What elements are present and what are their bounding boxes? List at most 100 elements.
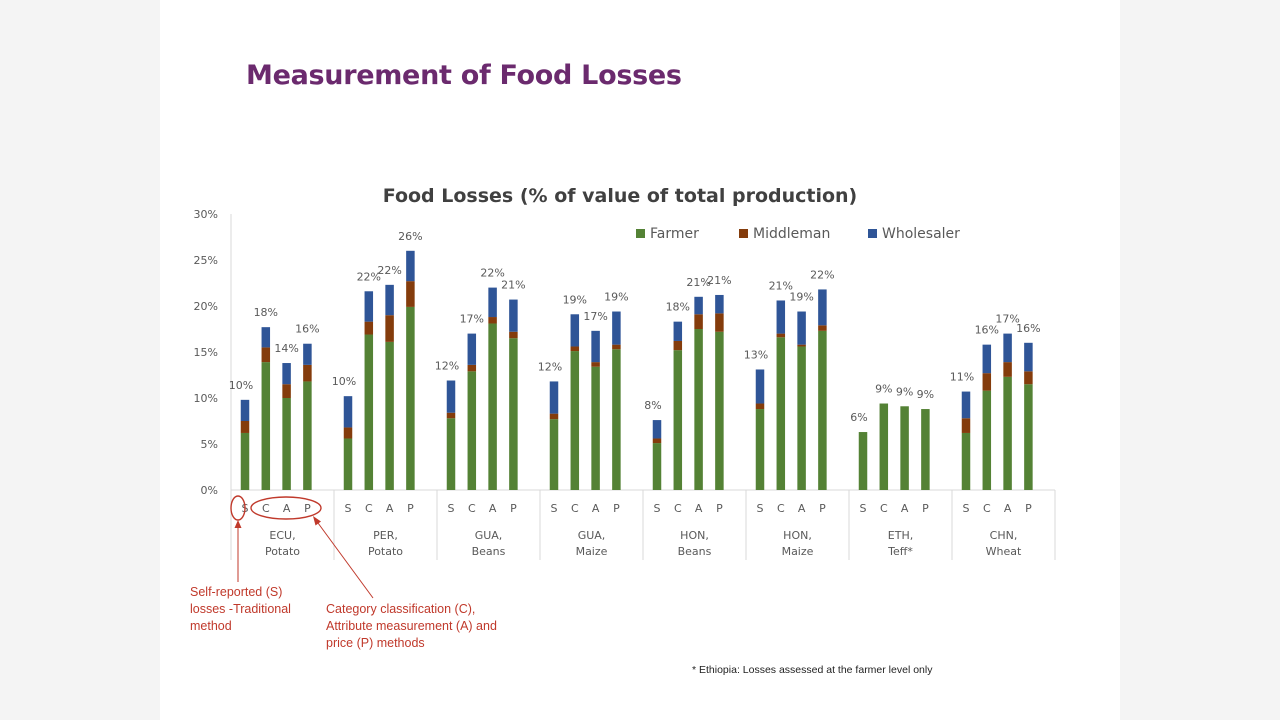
bar-segment-wholesaler xyxy=(406,250,415,282)
group-label: HON, xyxy=(680,529,709,542)
bar-segment-middleman xyxy=(303,364,312,382)
total-label: 17% xyxy=(460,313,484,326)
bar-segment-farmer xyxy=(549,419,559,490)
self-reported-arrowhead xyxy=(234,520,242,528)
bar-segment-wholesaler xyxy=(755,369,765,404)
bar-segment-middleman xyxy=(488,317,497,324)
bar-segment-wholesaler xyxy=(467,333,477,365)
bar-segment-farmer xyxy=(591,366,600,490)
method-label: P xyxy=(304,502,311,515)
bar-segment-farmer xyxy=(694,329,703,490)
chart-title: Food Losses (% of value of total product… xyxy=(383,185,858,207)
bar-segment-middleman xyxy=(797,344,806,347)
bar-segment-farmer xyxy=(509,338,518,490)
method-label: A xyxy=(386,502,394,515)
group-label: Potato xyxy=(265,545,300,558)
bar-segment-farmer xyxy=(406,306,415,490)
bar-segment-wholesaler xyxy=(673,321,683,341)
total-label: 18% xyxy=(254,306,278,319)
bar-segment-middleman xyxy=(364,321,374,335)
method-label: S xyxy=(551,502,558,515)
legend-label-middleman: Middleman xyxy=(753,226,830,242)
bar-segment-middleman xyxy=(673,340,683,351)
method-label: C xyxy=(674,502,682,515)
total-label: 9% xyxy=(875,383,892,396)
legend-label-farmer: Farmer xyxy=(650,226,699,242)
total-label: 16% xyxy=(295,323,319,336)
bar-segment-farmer xyxy=(364,334,374,490)
bar-segment-farmer xyxy=(467,371,477,490)
method-label: S xyxy=(654,502,661,515)
bar-segment-farmer xyxy=(1024,384,1033,490)
bar-segment-middleman xyxy=(467,364,477,372)
bar-segment-wholesaler xyxy=(694,296,703,315)
method-label: P xyxy=(819,502,826,515)
slide: Measurement of Food Losses Food Losses (… xyxy=(160,0,1120,720)
bar-segment-farmer xyxy=(673,350,683,490)
group-label: Maize xyxy=(782,545,814,558)
total-label: 21% xyxy=(686,276,710,289)
bar-segment-farmer xyxy=(797,346,806,490)
bar-segment-farmer xyxy=(982,390,992,490)
total-label: 9% xyxy=(896,385,913,398)
bar-segment-farmer xyxy=(1003,376,1012,490)
method-label: C xyxy=(777,502,785,515)
group-label: Maize xyxy=(576,545,608,558)
bar-segment-middleman xyxy=(1003,362,1012,377)
total-label: 18% xyxy=(666,301,690,314)
bar-segment-middleman xyxy=(385,315,394,342)
annotation-self-reported: Self-reported (S) losses -Traditional me… xyxy=(190,585,291,633)
total-label: 22% xyxy=(480,267,504,280)
bar-segment-farmer xyxy=(343,438,353,490)
bar-segment-middleman xyxy=(240,421,250,433)
y-tick-label: 25% xyxy=(194,254,218,267)
food-losses-chart: Food Losses (% of value of total product… xyxy=(194,185,1056,599)
bar-segment-middleman xyxy=(406,281,415,307)
method-label: C xyxy=(880,502,888,515)
bar-segment-middleman xyxy=(282,384,291,398)
total-label: 8% xyxy=(644,399,661,412)
total-label: 19% xyxy=(563,293,587,306)
bar-segment-farmer xyxy=(715,331,724,490)
bar-segment-wholesaler xyxy=(652,420,662,439)
total-label: 21% xyxy=(769,279,793,292)
bar-segment-wholesaler xyxy=(509,299,518,332)
total-label: 19% xyxy=(604,291,628,304)
bar-segment-farmer xyxy=(858,432,868,490)
method-label: S xyxy=(345,502,352,515)
bar-segment-wholesaler xyxy=(282,363,291,385)
total-label: 19% xyxy=(789,291,813,304)
bar-segment-wholesaler xyxy=(591,330,600,363)
bar-segment-farmer xyxy=(303,381,312,490)
bar-segment-middleman xyxy=(776,333,786,338)
group-label: PER, xyxy=(373,529,398,542)
method-label: A xyxy=(901,502,909,515)
total-label: 22% xyxy=(377,264,401,277)
category-pointer xyxy=(317,522,374,599)
bar-segment-middleman xyxy=(446,412,456,419)
bar-segment-farmer xyxy=(446,418,456,490)
legend-swatch-wholesaler xyxy=(868,229,877,238)
bar-segment-farmer xyxy=(240,432,250,490)
total-label: 14% xyxy=(274,342,298,355)
method-label: P xyxy=(1025,502,1032,515)
method-label: C xyxy=(365,502,373,515)
bar-segment-wholesaler xyxy=(1024,342,1033,372)
bar-segment-farmer xyxy=(921,409,930,490)
bar-segment-farmer xyxy=(612,349,621,490)
total-label: 21% xyxy=(501,279,525,292)
method-label: P xyxy=(407,502,414,515)
method-label: A xyxy=(695,502,703,515)
slide-title: Measurement of Food Losses xyxy=(246,60,682,91)
bar-segment-middleman xyxy=(652,438,662,444)
group-label: GUA, xyxy=(475,529,503,542)
group-label: GUA, xyxy=(578,529,606,542)
group-label: Wheat xyxy=(986,545,1022,558)
y-tick-label: 20% xyxy=(194,300,218,313)
total-label: 13% xyxy=(744,348,768,361)
method-label: A xyxy=(592,502,600,515)
y-tick-label: 0% xyxy=(201,484,218,497)
bar-segment-wholesaler xyxy=(549,381,559,414)
bar-segment-middleman xyxy=(570,346,580,352)
method-label: C xyxy=(571,502,579,515)
